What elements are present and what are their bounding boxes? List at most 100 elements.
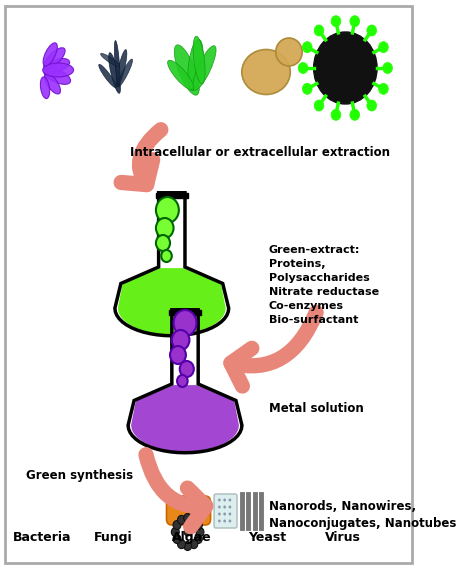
Point [304, 44, 310, 51]
Circle shape [156, 235, 170, 251]
Circle shape [218, 505, 221, 509]
Point [246, 490, 251, 497]
Ellipse shape [168, 60, 193, 90]
Circle shape [383, 63, 392, 73]
Circle shape [184, 513, 191, 522]
Circle shape [178, 516, 185, 525]
Ellipse shape [193, 46, 216, 90]
Line: 2 pts: 2 pts [307, 47, 317, 52]
Circle shape [178, 539, 185, 549]
Ellipse shape [45, 73, 61, 94]
FancyBboxPatch shape [5, 6, 412, 563]
Point [314, 49, 319, 56]
Line: 2 pts: 2 pts [307, 84, 317, 89]
Circle shape [298, 63, 308, 73]
Ellipse shape [43, 43, 57, 66]
Point [311, 65, 317, 72]
Line: 2 pts: 2 pts [319, 96, 326, 105]
Ellipse shape [43, 63, 73, 77]
Line: 2 pts: 2 pts [365, 96, 372, 105]
Circle shape [331, 16, 341, 27]
Circle shape [228, 519, 231, 522]
Circle shape [161, 250, 172, 262]
Point [336, 30, 341, 36]
Line: 2 pts: 2 pts [336, 103, 338, 115]
Point [369, 27, 374, 34]
Circle shape [302, 42, 312, 53]
Circle shape [190, 516, 198, 525]
Circle shape [302, 83, 312, 94]
Ellipse shape [114, 40, 120, 85]
Circle shape [184, 542, 191, 550]
Text: Intracellular or extracellular extraction: Intracellular or extracellular extractio… [130, 146, 390, 159]
Circle shape [314, 100, 324, 111]
FancyBboxPatch shape [214, 494, 237, 528]
Point [381, 44, 386, 51]
Point [333, 18, 339, 24]
Line: 2 pts: 2 pts [352, 103, 355, 115]
Line: 2 pts: 2 pts [374, 84, 383, 89]
Polygon shape [169, 310, 201, 315]
Circle shape [173, 534, 181, 543]
Circle shape [172, 527, 179, 537]
Point [258, 525, 264, 531]
Circle shape [218, 513, 221, 516]
Circle shape [228, 513, 231, 516]
Point [316, 27, 322, 34]
Text: Metal solution: Metal solution [269, 402, 364, 414]
FancyArrowPatch shape [121, 130, 161, 184]
Polygon shape [131, 385, 239, 452]
Circle shape [196, 527, 204, 537]
Circle shape [170, 346, 186, 364]
Point [300, 65, 306, 72]
Point [304, 85, 310, 92]
Ellipse shape [118, 59, 133, 87]
Ellipse shape [46, 59, 70, 72]
Circle shape [314, 25, 324, 36]
Ellipse shape [242, 50, 290, 94]
Circle shape [156, 197, 179, 223]
Point [252, 525, 257, 531]
Ellipse shape [44, 48, 65, 69]
Point [385, 65, 391, 72]
Circle shape [228, 498, 231, 501]
Circle shape [156, 218, 173, 238]
Point [371, 80, 377, 87]
Point [258, 490, 264, 497]
Circle shape [379, 83, 388, 94]
Polygon shape [118, 268, 226, 335]
Point [369, 102, 374, 109]
Circle shape [367, 25, 376, 36]
Ellipse shape [276, 38, 302, 66]
Text: Green synthesis: Green synthesis [27, 468, 134, 481]
Circle shape [173, 521, 181, 530]
Circle shape [190, 539, 198, 549]
Circle shape [367, 100, 376, 111]
Point [381, 85, 386, 92]
Circle shape [173, 310, 196, 336]
Point [252, 490, 257, 497]
Circle shape [379, 42, 388, 53]
Circle shape [218, 498, 221, 501]
Ellipse shape [174, 45, 199, 95]
Line: 2 pts: 2 pts [319, 31, 326, 40]
Point [352, 112, 357, 118]
Ellipse shape [44, 68, 71, 84]
Ellipse shape [193, 36, 205, 84]
Point [349, 30, 355, 36]
Circle shape [177, 375, 188, 387]
Point [371, 49, 377, 56]
Point [333, 112, 339, 118]
Circle shape [331, 109, 341, 120]
Circle shape [172, 330, 190, 350]
Text: Bacteria: Bacteria [12, 531, 71, 544]
Text: Virus: Virus [325, 531, 360, 544]
Ellipse shape [116, 50, 127, 86]
Circle shape [350, 16, 360, 27]
Point [239, 525, 245, 531]
Circle shape [314, 32, 377, 104]
Point [374, 65, 380, 72]
Point [316, 102, 322, 109]
Polygon shape [156, 193, 188, 198]
Circle shape [223, 505, 226, 509]
